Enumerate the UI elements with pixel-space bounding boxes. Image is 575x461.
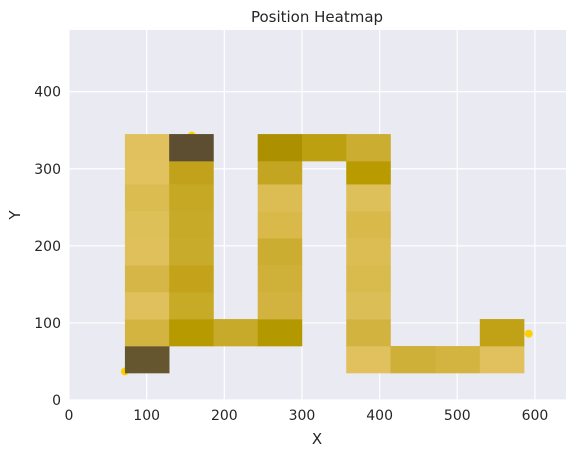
heatmap-cell <box>169 265 214 293</box>
heatmap-cell <box>257 134 303 162</box>
heatmap-cell <box>346 134 391 162</box>
heatmap-cell <box>346 211 391 239</box>
x-axis-label: X <box>312 430 322 448</box>
heatmap-cell <box>169 134 214 162</box>
y-tick-label: 100 <box>34 316 61 332</box>
y-axis-label: Y <box>6 210 24 221</box>
heatmap-cell <box>124 292 170 320</box>
heatmap-cell <box>301 134 347 162</box>
heatmap-cell <box>124 265 170 293</box>
heatmap-cell <box>479 346 525 374</box>
heatmap-cell <box>124 211 170 239</box>
y-tick-label: 0 <box>52 393 61 409</box>
heatmap-cell <box>257 211 303 239</box>
heatmap-cell <box>257 319 303 347</box>
heatmap-cell <box>213 319 259 347</box>
heatmap-cell <box>257 265 303 293</box>
heatmap-cell <box>169 211 214 239</box>
chart-title: Position Heatmap <box>251 8 383 26</box>
heatmap-cell <box>346 346 391 374</box>
heatmap-cell <box>346 238 391 266</box>
x-tick-label: 100 <box>133 408 160 424</box>
heatmap-cell <box>124 184 170 212</box>
x-tick-label: 600 <box>522 408 549 424</box>
heatmap-cell <box>124 319 170 347</box>
heatmap-cell <box>257 184 303 212</box>
x-tick-label: 400 <box>366 408 393 424</box>
heatmap-cell <box>169 161 214 185</box>
heatmap-cell <box>169 184 214 212</box>
heatmap-cell <box>346 319 391 347</box>
heatmap-cell <box>257 161 303 185</box>
y-tick-label: 400 <box>34 85 61 101</box>
heatmap-cell <box>124 161 170 185</box>
y-tick-label: 300 <box>34 162 61 178</box>
heatmap-cell <box>346 184 391 212</box>
heatmap-cell <box>346 265 391 293</box>
heatmap-cell <box>479 319 525 347</box>
heatmap-cell <box>346 292 391 320</box>
tick-labels-layer: 0 100 200 300 400 500 600 0 100 200 300 400 <box>34 85 548 424</box>
heatmap-cell <box>124 346 170 374</box>
heatmap-cell <box>257 238 303 266</box>
heatmap-cell <box>390 346 436 374</box>
x-tick-label: 500 <box>444 408 471 424</box>
heatmap-cell <box>169 319 214 347</box>
y-tick-label: 200 <box>34 239 61 255</box>
heatmap-cell <box>169 238 214 266</box>
heatmap-cell <box>124 238 170 266</box>
heatmap-cells-layer <box>124 134 525 374</box>
heatmap-cell <box>257 292 303 320</box>
heatmap-cell <box>124 134 170 162</box>
heatmap-cell <box>346 161 391 185</box>
x-tick-label: 0 <box>65 408 74 424</box>
x-tick-label: 300 <box>289 408 316 424</box>
heatmap-cell <box>435 346 481 374</box>
x-tick-label: 200 <box>211 408 238 424</box>
heatmap-cell <box>169 292 214 320</box>
scatter-point <box>524 329 533 338</box>
